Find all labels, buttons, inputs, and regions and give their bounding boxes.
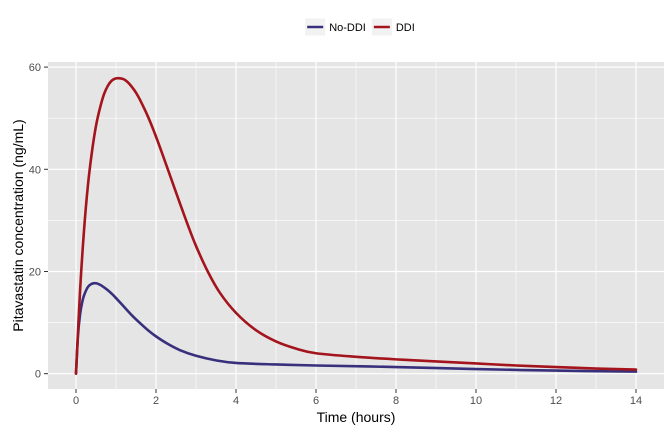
x-tick-label: 6 [313,395,319,407]
legend-item-ddi: DDI [371,18,415,36]
x-axis-ticks: 0 2 4 6 8 10 12 14 [73,389,642,407]
series-lines [74,76,638,375]
x-tick-label: 2 [153,395,159,407]
y-axis-ticks: 0 20 40 60 [29,62,48,381]
legend-item-no-ddi: No-DDI [305,18,366,36]
x-tick-label: 14 [630,395,642,407]
legend-label-ddi: DDI [396,22,415,34]
y-axis-title: Pitavastatin concentration (ng/mL) [10,119,26,331]
legend-label-no-ddi: No-DDI [329,22,366,34]
y-tick-label: 40 [29,164,41,176]
x-axis-title: Time (hours) [317,409,396,425]
series-line-no-ddi [74,281,638,375]
major-gridlines [48,62,664,389]
y-tick-label: 60 [29,62,41,74]
minor-gridlines [48,62,664,389]
legend: No-DDI DDI [305,18,415,36]
series-line-ddi [74,76,638,375]
x-tick-label: 12 [550,395,562,407]
x-tick-label: 8 [393,395,399,407]
y-tick-label: 20 [29,266,41,278]
x-tick-label: 10 [470,395,482,407]
y-tick-label: 0 [35,369,41,381]
x-tick-label: 4 [233,395,239,407]
x-tick-label: 0 [73,395,79,407]
